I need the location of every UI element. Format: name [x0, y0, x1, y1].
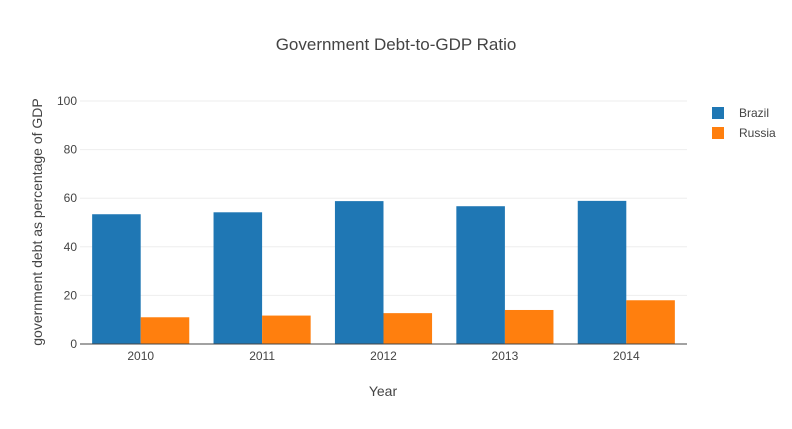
- bars: [92, 200, 675, 344]
- bar-russia-2013[interactable]: [504, 309, 554, 344]
- y-axis-ticks: 0 20 40 60 80 100: [57, 94, 77, 351]
- y-tick-label: 20: [64, 288, 78, 302]
- y-tick-label: 40: [64, 240, 78, 254]
- legend[interactable]: Brazil Russia: [712, 106, 776, 140]
- bar-brazil-2012[interactable]: [334, 201, 384, 344]
- y-tick-label: 100: [57, 94, 77, 108]
- legend-swatch-brazil: [712, 107, 724, 119]
- legend-item-russia[interactable]: Russia: [712, 126, 776, 140]
- bar-brazil-2011[interactable]: [213, 212, 263, 344]
- x-tick-label: 2011: [249, 349, 275, 363]
- bar-russia-2012[interactable]: [383, 313, 433, 344]
- y-tick-label: 60: [64, 191, 78, 205]
- y-tick-label: 0: [70, 337, 77, 351]
- x-tick-label: 2010: [127, 349, 154, 363]
- bar-russia-2010[interactable]: [140, 317, 190, 344]
- y-tick-label: 80: [64, 143, 78, 157]
- x-tick-label: 2012: [370, 349, 397, 363]
- bar-brazil-2010[interactable]: [92, 214, 141, 344]
- bar-brazil-2014[interactable]: [577, 200, 627, 344]
- legend-swatch-russia: [712, 127, 724, 139]
- x-tick-label: 2014: [613, 349, 640, 363]
- y-axis-label: government debt as percentage of GDP: [29, 98, 45, 345]
- legend-label-russia: Russia: [739, 126, 776, 140]
- bar-russia-2014[interactable]: [626, 300, 675, 344]
- x-axis-label: Year: [369, 383, 398, 399]
- x-tick-label: 2013: [492, 349, 519, 363]
- legend-item-brazil[interactable]: Brazil: [712, 106, 769, 120]
- bar-brazil-2013[interactable]: [456, 206, 505, 344]
- x-axis-ticks: 2010 2011 2012 2013 2014: [127, 349, 640, 363]
- legend-label-brazil: Brazil: [739, 106, 769, 120]
- chart-title: Government Debt-to-GDP Ratio: [276, 35, 517, 54]
- bar-russia-2011[interactable]: [262, 315, 311, 344]
